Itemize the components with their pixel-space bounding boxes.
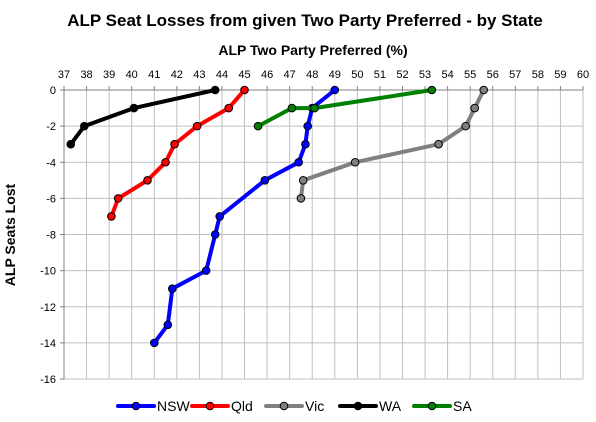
x-tick-label: 55 (464, 69, 476, 81)
x-tick-label: 59 (554, 69, 566, 81)
data-point-nsw (215, 212, 224, 221)
legend-item-vic: Vic (264, 398, 324, 414)
y-tick-label: -12 (40, 302, 56, 314)
data-point-sa (253, 121, 263, 131)
x-tick-label: 58 (532, 69, 544, 81)
series-nsw (149, 85, 340, 348)
axes: 0 -2 -4 -6 -8 -10 -12 -14 -16 37 38 39 40 41 42 43 44 45 4… (40, 69, 589, 386)
data-point-vic (470, 103, 479, 113)
x-tick-label: 41 (148, 69, 160, 81)
data-point-qld (240, 85, 249, 95)
series-sa (253, 85, 437, 131)
chart-title: ALP Seat Losses from given Two Party Pre… (67, 11, 543, 30)
data-point-sa (427, 85, 437, 95)
data-point-wa (80, 121, 89, 131)
legend-item-nsw: NSW (116, 398, 190, 414)
x-tick-label: 57 (509, 69, 521, 81)
x-tick-label: 51 (374, 69, 386, 81)
data-point-nsw (301, 139, 310, 149)
data-point-nsw (201, 266, 211, 275)
x-tick-label: 48 (306, 69, 318, 81)
data-point-vic (298, 176, 308, 185)
data-point-vic (461, 121, 470, 131)
x-tick-label: 53 (419, 69, 431, 81)
x-tick-label: 46 (261, 69, 273, 81)
legend-label-nsw: NSW (157, 398, 190, 414)
x-tick-label: 45 (238, 69, 250, 81)
data-point-nsw (210, 230, 220, 239)
x-tick-label: 49 (329, 69, 341, 81)
x-tick-label: 54 (441, 69, 453, 81)
data-point-nsw (330, 85, 340, 95)
x-tick-label: 43 (193, 69, 205, 81)
series-vic (296, 85, 489, 203)
x-tick-label: 37 (58, 69, 70, 81)
data-point-nsw (303, 121, 313, 131)
legend-label-wa: WA (379, 398, 402, 414)
y-tick-label: -2 (46, 121, 56, 133)
data-point-vic (434, 139, 443, 149)
data-point-wa (66, 139, 76, 149)
y-tick-label: -6 (46, 193, 56, 205)
legend: NSW Qld Vic WA SA (116, 398, 472, 414)
x-tick-label: 42 (171, 69, 183, 81)
data-point-nsw (294, 157, 303, 167)
x-tick-label: 56 (487, 69, 499, 81)
data-point-nsw (149, 338, 159, 348)
y-tick-label: 0 (50, 85, 56, 97)
legend-label-qld: Qld (231, 398, 253, 414)
data-point-qld (113, 194, 123, 203)
legend-marker-qld (205, 401, 215, 411)
legend-item-wa: WA (338, 398, 402, 414)
data-point-qld (161, 157, 170, 167)
legend-item-sa: SA (412, 398, 472, 414)
data-point-nsw (168, 284, 177, 293)
y-tick-label: -4 (46, 157, 56, 169)
data-point-sa (310, 103, 319, 113)
x-tick-label: 39 (103, 69, 115, 81)
series-layer (66, 85, 489, 348)
x-axis-label: ALP Two Party Preferred (%) (218, 42, 407, 58)
data-point-wa (129, 103, 139, 113)
series-line-qld (109, 88, 247, 219)
x-tick-label: 50 (351, 69, 363, 81)
series-line-wa (68, 88, 218, 147)
x-tick-label: 40 (126, 69, 138, 81)
x-tick-label: 60 (577, 69, 589, 81)
data-point-nsw (260, 176, 270, 185)
data-point-qld (170, 139, 179, 149)
y-tick-label: -16 (40, 374, 56, 386)
series-qld (107, 85, 249, 221)
data-point-nsw (163, 320, 173, 330)
series-line-sa (256, 88, 434, 129)
legend-label-vic: Vic (305, 398, 324, 414)
legend-item-qld: Qld (190, 398, 253, 414)
data-point-qld (192, 121, 202, 131)
data-point-vic (479, 85, 489, 95)
data-point-qld (107, 212, 116, 221)
y-axis-label: ALP Seats Lost (2, 183, 18, 286)
series-wa (66, 85, 220, 149)
legend-marker-nsw (131, 401, 141, 411)
legend-marker-wa (353, 401, 363, 411)
data-point-qld (224, 103, 234, 113)
data-point-sa (287, 103, 297, 113)
y-tick-label: -14 (40, 338, 56, 350)
grid (63, 89, 584, 380)
y-tick-label: -8 (46, 230, 56, 242)
y-tick-label: -10 (40, 266, 56, 278)
data-point-qld (143, 176, 152, 185)
legend-marker-sa (427, 401, 437, 411)
legend-label-sa: SA (453, 398, 472, 414)
x-tick-label: 52 (396, 69, 408, 81)
data-point-vic (350, 157, 360, 167)
x-tick-label: 47 (284, 69, 296, 81)
data-point-vic (296, 194, 306, 203)
data-point-wa (210, 85, 220, 95)
x-tick-label: 38 (80, 69, 92, 81)
x-tick-label: 44 (216, 69, 228, 81)
legend-marker-vic (279, 401, 289, 411)
